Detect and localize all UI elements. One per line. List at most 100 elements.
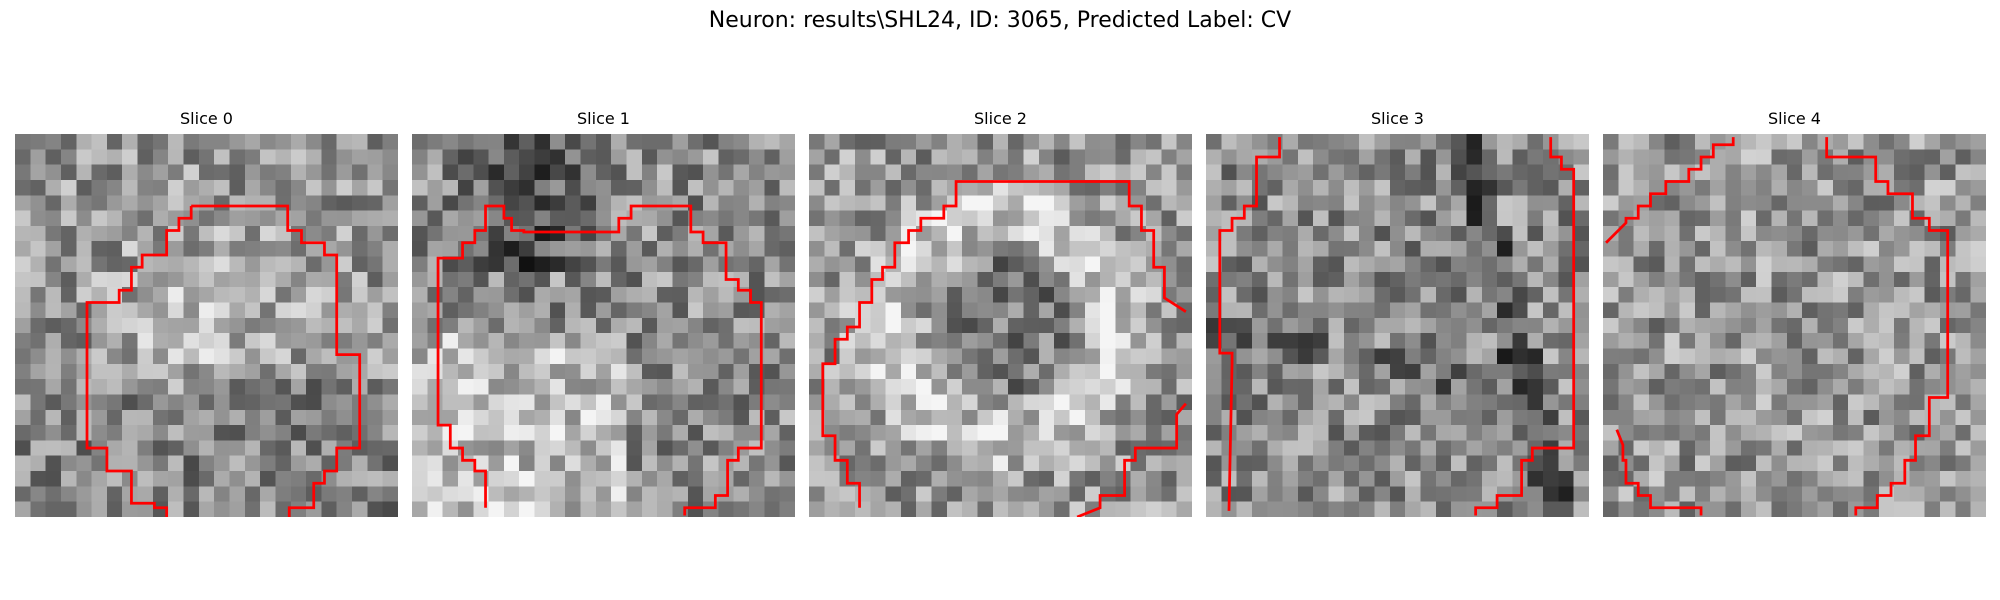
pixel-cell: [1176, 287, 1192, 303]
pixel-cell: [168, 394, 184, 411]
pixel-cell: [1618, 425, 1634, 441]
pixel-cell: [1176, 455, 1192, 472]
pixel-cell: [1633, 302, 1650, 319]
pixel-cell: [1512, 256, 1529, 273]
pixel-cell: [1512, 179, 1529, 196]
pixel-cell: [336, 379, 353, 395]
pixel-cell: [992, 486, 1009, 502]
pixel-cell: [260, 486, 276, 502]
pixel-cell: [137, 149, 154, 165]
pixel-cell: [1573, 271, 1589, 288]
pixel-cell: [1955, 317, 1971, 334]
pixel-cell: [1420, 225, 1437, 242]
pixel-cell: [1221, 287, 1237, 303]
pixel-cell: [1970, 287, 1986, 303]
pixel-cell: [367, 164, 383, 181]
pixel-cell: [244, 394, 261, 411]
pixel-cell: [122, 409, 138, 426]
pixel-cell: [152, 333, 169, 349]
pixel-cell: [290, 241, 307, 257]
pixel-cell: [106, 271, 123, 288]
pixel-cell: [1161, 471, 1177, 487]
pixel-cell: [1405, 287, 1421, 303]
pixel-cell: [962, 195, 978, 211]
pixel-cell: [1161, 225, 1177, 242]
pixel-cell: [352, 455, 368, 472]
pixel-cell: [565, 379, 581, 395]
pixel-cell: [1512, 333, 1529, 349]
pixel-cell: [367, 302, 383, 319]
pixel-cell: [1100, 348, 1116, 365]
pixel-cell: [30, 317, 46, 334]
pixel-cell: [1236, 179, 1253, 196]
pixel-cell: [809, 287, 825, 303]
pixel-cell: [168, 256, 184, 273]
pixel-cell: [1909, 179, 1926, 196]
pixel-cell: [1527, 241, 1544, 257]
pixel-cell: [1894, 287, 1910, 303]
pixel-cell: [992, 363, 1009, 380]
pixel-cell: [1909, 501, 1926, 517]
pixel-cell: [214, 164, 230, 181]
pixel-cell: [275, 271, 292, 288]
pixel-cell: [565, 149, 581, 165]
pixel-cell: [1221, 394, 1237, 411]
pixel-cell: [733, 455, 750, 472]
pixel-cell: [718, 394, 735, 411]
pixel-cell: [1282, 317, 1299, 334]
pixel-cell: [183, 440, 200, 457]
pixel-cell: [427, 302, 443, 319]
pixel-cell: [1573, 241, 1589, 257]
pixel-cell: [718, 302, 735, 319]
pixel-cell: [367, 256, 383, 273]
pixel-cell: [1054, 225, 1070, 242]
pixel-cell: [60, 302, 77, 319]
pixel-cell: [1343, 501, 1360, 517]
pixel-cell: [1328, 241, 1345, 257]
pixel-cell: [152, 179, 169, 196]
pixel-cell: [168, 425, 184, 441]
pixel-cell: [885, 241, 902, 257]
pixel-cell: [672, 256, 689, 273]
pixel-cell: [1543, 486, 1559, 502]
pixel-cell: [76, 455, 92, 472]
pixel-cell: [1236, 425, 1253, 441]
pixel-cell: [1451, 225, 1467, 242]
pixel-cell: [764, 486, 780, 502]
pixel-cell: [367, 287, 383, 303]
pixel-cell: [1802, 302, 1818, 319]
pixel-cell: [15, 425, 31, 441]
pixel-cell: [1206, 348, 1222, 365]
pixel-cell: [30, 287, 46, 303]
pixel-cell: [657, 440, 673, 457]
pixel-cell: [1251, 440, 1268, 457]
pixel-cell: [488, 409, 505, 426]
pixel-cell: [244, 486, 261, 502]
pixel-cell: [1236, 149, 1253, 165]
pixel-cell: [764, 379, 780, 395]
pixel-cell: [1512, 195, 1529, 211]
pixel-cell: [534, 302, 551, 319]
pixel-cell: [839, 409, 856, 426]
pixel-cell: [306, 455, 322, 472]
pixel-cell: [1940, 455, 1956, 472]
pixel-cell: [1955, 379, 1971, 395]
pixel-cell: [1756, 440, 1772, 457]
pixel-cell: [1054, 210, 1070, 227]
pixel-cell: [1359, 164, 1375, 181]
pixel-cell: [611, 164, 627, 181]
pixel-cell: [137, 486, 154, 502]
pixel-cell: [1543, 471, 1559, 487]
pixel-cell: [1817, 287, 1834, 303]
pixel-cell: [580, 241, 597, 257]
pixel-cell: [183, 149, 200, 165]
pixel-cell: [1512, 501, 1529, 517]
pixel-cell: [183, 363, 200, 380]
pixel-cell: [1573, 164, 1589, 181]
pixel-cell: [962, 241, 978, 257]
pixel-cell: [1664, 164, 1680, 181]
pixel-cell: [565, 409, 581, 426]
pixel-cell: [503, 486, 520, 502]
pixel-cell: [1771, 225, 1788, 242]
pixel-cell: [1146, 179, 1162, 196]
